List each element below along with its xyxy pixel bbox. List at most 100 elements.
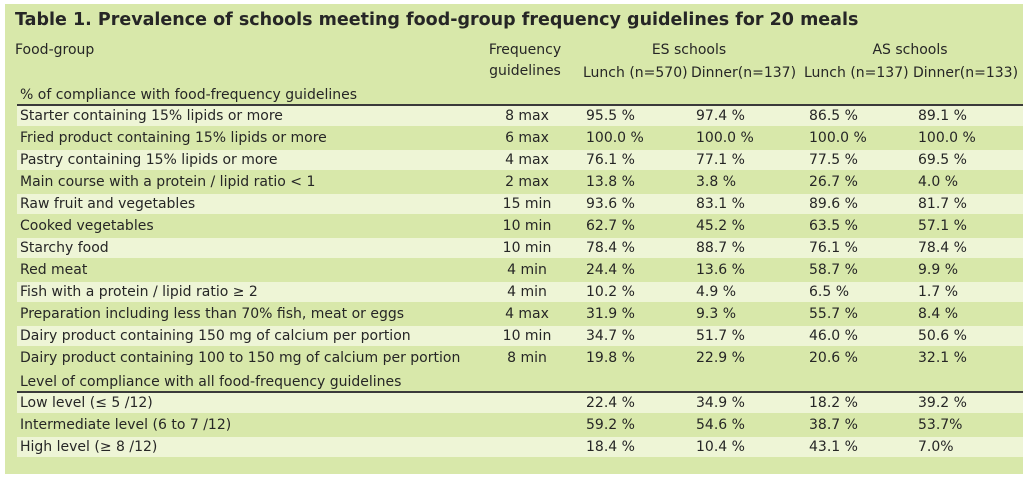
header-as-schools: AS schools [872,42,948,58]
row-guideline: 4 min [507,262,547,278]
row-label: High level (≥ 8 /12) [20,439,158,455]
row-label: Dairy product containing 100 to 150 mg o… [20,350,461,366]
row-label: Starter containing 15% lipids or more [20,108,283,124]
as-lunch-value: 76.1 % [809,240,858,256]
row-guideline: 4 max [505,152,549,168]
es-dinner-value: 54.6 % [696,417,745,433]
as-lunch-value: 6.5 % [809,284,850,300]
row-label: Fried product containing 15% lipids or m… [20,130,327,146]
es-dinner-value: 22.9 % [696,350,745,366]
table-row: High level (≥ 8 /12) 18.4 % 10.4 % 43.1 % 7.… [17,437,1023,457]
table-row: Red meat 4 min 24.4 % 13.6 % 58.7 % 9.9 % [17,260,1023,280]
es-lunch-value: 24.4 % [586,262,635,278]
header-frequency-line2: guidelines [489,63,561,79]
row-guideline [477,393,577,413]
es-dinner-value: 51.7 % [696,328,745,344]
as-lunch-value: 38.7 % [809,417,858,433]
row-label: Raw fruit and vegetables [20,196,196,212]
table-row: Cooked vegetables 10 min 62.7 % 45.2 % 63.5 … [17,216,1023,236]
header-frequency-line1: Frequency [488,42,562,58]
row-label: Main course with a protein / lipid ratio… [20,174,316,190]
es-lunch-value: 10.2 % [586,284,635,300]
es-lunch-value: 62.7 % [586,218,635,234]
row-guideline [477,415,577,435]
row-guideline: 10 min [502,328,552,344]
table-row: Starter containing 15% lipids or more 8 m… [17,106,1023,126]
header-as-lunch: Lunch (n=137) [804,65,909,81]
as-lunch-value: 55.7 % [809,306,858,322]
as-lunch-value: 77.5 % [809,152,858,168]
es-lunch-value: 78.4 % [586,240,635,256]
section-compliance-level: Level of compliance with all food-freque… [20,374,402,390]
table-row: Main course with a protein / lipid ratio… [17,172,1023,192]
table-row: Dairy product containing 150 mg of calci… [17,326,1023,346]
row-guideline: 4 min [507,284,547,300]
table-row: Intermediate level (6 to 7 /12) 59.2 % 54.… [17,415,1023,435]
as-dinner-value: 89.1 % [918,108,967,124]
es-dinner-value: 4.9 % [696,284,737,300]
as-lunch-value: 100.0 % [809,130,867,146]
es-lunch-value: 59.2 % [586,417,635,433]
es-dinner-value: 34.9 % [696,395,745,411]
es-lunch-value: 34.7 % [586,328,635,344]
row-guideline: 10 min [502,218,552,234]
es-dinner-value: 10.4 % [696,439,745,455]
as-dinner-value: 78.4 % [918,240,967,256]
es-dinner-value: 77.1 % [696,152,745,168]
es-dinner-value: 97.4 % [696,108,745,124]
row-guideline: 8 max [505,108,549,124]
es-dinner-value: 100.0 % [696,130,754,146]
as-dinner-value: 7.0% [918,439,954,455]
es-dinner-value: 13.6 % [696,262,745,278]
as-dinner-value: 4.0 % [918,174,959,190]
as-dinner-value: 69.5 % [918,152,967,168]
as-lunch-value: 20.6 % [809,350,858,366]
row-guideline [477,437,577,457]
row-label: Cooked vegetables [20,218,154,234]
as-lunch-value: 89.6 % [809,196,858,212]
es-lunch-value: 100.0 % [586,130,644,146]
table-panel: Table 1. Prevalence of schools meeting f… [5,4,1023,474]
es-lunch-value: 18.4 % [586,439,635,455]
as-dinner-value: 9.9 % [918,262,959,278]
as-dinner-value: 8.4 % [918,306,959,322]
es-dinner-value: 83.1 % [696,196,745,212]
as-lunch-value: 86.5 % [809,108,858,124]
header-rule [17,104,1023,106]
es-lunch-value: 93.6 % [586,196,635,212]
table-row: Raw fruit and vegetables 15 min 93.6 % 83.1… [17,194,1023,214]
row-guideline: 4 max [505,306,549,322]
as-lunch-value: 43.1 % [809,439,858,455]
es-lunch-value: 31.9 % [586,306,635,322]
es-dinner-value: 88.7 % [696,240,745,256]
as-dinner-value: 81.7 % [918,196,967,212]
as-lunch-value: 58.7 % [809,262,858,278]
row-label: Fish with a protein / lipid ratio ≥ 2 [20,284,258,300]
as-lunch-value: 63.5 % [809,218,858,234]
es-lunch-value: 19.8 % [586,350,635,366]
as-lunch-value: 18.2 % [809,395,858,411]
es-dinner-value: 9.3 % [696,306,737,322]
table-row: Low level (≤ 5 /12) 22.4 % 34.9 % 18.2 % 39.… [17,393,1023,413]
as-dinner-value: 50.6 % [918,328,967,344]
table-row: Preparation including less than 70% fish… [17,304,1023,324]
section-rule [17,391,1023,393]
row-guideline: 10 min [502,240,552,256]
as-dinner-value: 100.0 % [918,130,976,146]
table-title: Table 1. Prevalence of schools meeting f… [15,10,859,30]
es-lunch-value: 76.1 % [586,152,635,168]
header-as-dinner: Dinner(n=133) [913,65,1019,81]
table-row: Starchy food 10 min 78.4 % 88.7 % 76.1 % 78.4… [17,238,1023,258]
as-dinner-value: 53.7% [918,417,963,433]
as-dinner-value: 1.7 % [918,284,959,300]
as-lunch-value: 46.0 % [809,328,858,344]
table-row: Fish with a protein / lipid ratio ≥ 2 4 m… [17,282,1023,302]
row-label: Preparation including less than 70% fish… [20,306,405,322]
row-label: Intermediate level (6 to 7 /12) [20,417,232,433]
as-dinner-value: 57.1 % [918,218,967,234]
as-dinner-value: 39.2 % [918,395,967,411]
as-dinner-value: 32.1 % [918,350,967,366]
header-es-dinner: Dinner(n=137) [691,65,797,81]
table-row: Pastry containing 15% lipids or more 4 ma… [17,150,1023,170]
row-label: Starchy food [20,240,109,256]
